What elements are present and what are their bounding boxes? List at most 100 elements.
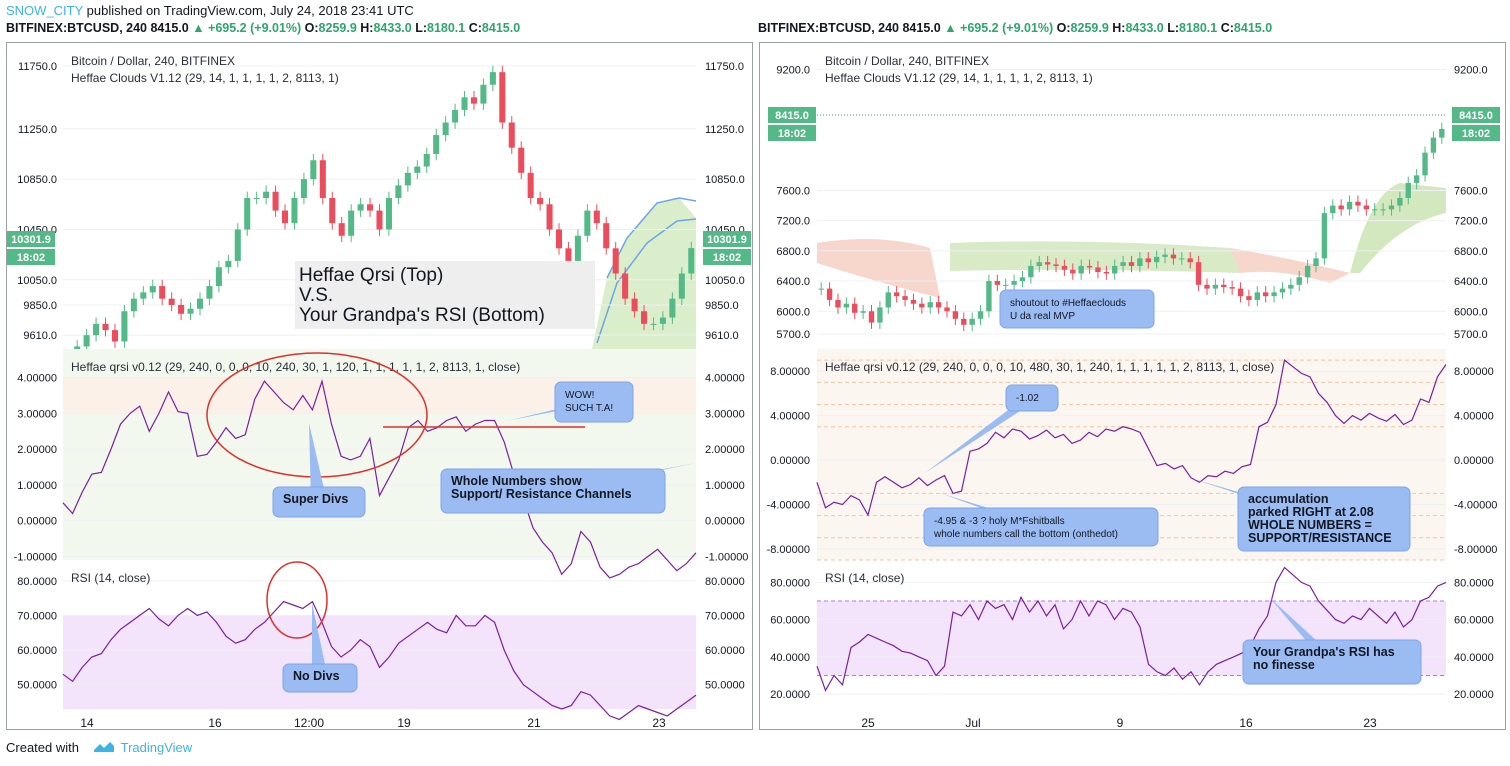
last-price-tag-left: 10301.9: [11, 234, 51, 246]
candle-body: [1405, 182, 1411, 198]
grandpa-rsi-callout: [1242, 639, 1422, 685]
heffae-cloud-green: [950, 241, 1240, 273]
y-tick-label: 6000.0: [1454, 306, 1488, 318]
countdown-tag-right: 18:02: [1462, 128, 1490, 140]
candle-body: [149, 286, 156, 293]
last-price-tag-left-bg: [7, 231, 55, 247]
minus-one-callout-pointer: [925, 398, 1040, 473]
y-tick-label: 11250.0: [18, 124, 57, 136]
last-price: 8415.0: [902, 21, 941, 35]
candle-body: [215, 267, 222, 287]
candle-body: [622, 273, 629, 299]
pane-title: RSI (14, close): [825, 571, 904, 585]
shoutout-callout: [999, 289, 1155, 329]
annotation-text: Your Grandpa's RSI (Bottom): [299, 305, 545, 326]
y-tick-label: 7600.0: [1454, 185, 1488, 197]
candle-body: [650, 323, 657, 325]
candle-body: [196, 298, 204, 309]
x-tick-label: 23: [652, 716, 666, 729]
y-tick-label: 60.0000: [705, 645, 745, 657]
candle-body: [1279, 288, 1286, 293]
candle-body: [927, 302, 933, 308]
candle-body: [1237, 288, 1244, 297]
candle-body: [1153, 256, 1160, 263]
super-divs-callout-text: Super Divs: [283, 492, 348, 506]
candle-body: [977, 311, 984, 319]
no-divs-circle: [266, 561, 328, 639]
indicator-line: [62, 378, 697, 579]
candle-body: [1120, 262, 1126, 266]
accumulation-callout-text: WHOLE NUMBERS =: [1248, 518, 1372, 532]
candle-body: [818, 288, 824, 290]
left-chart[interactable]: 11750.0 11750.0 11250.0 11250.0 10850.0 10850…: [6, 42, 753, 730]
candle-body: [641, 311, 648, 324]
candle-body: [678, 273, 685, 299]
candle-body: [121, 311, 128, 342]
candle-body: [1439, 128, 1445, 138]
high-value: 8433.0: [1125, 21, 1164, 35]
tradingview-link[interactable]: TradingView: [120, 740, 193, 755]
countdown-tag-left-bg: [7, 249, 55, 265]
candle-body: [1388, 205, 1395, 210]
x-tick-label: 14: [80, 716, 94, 729]
candle-body: [1313, 258, 1319, 266]
candle-body: [1011, 281, 1017, 285]
last-price-tag-right-bg: [1452, 107, 1500, 123]
wow-callout-text: SUCH T.A!: [565, 403, 613, 414]
right-chart-svg[interactable]: 9200.0 9200.0 7600.0 7600.0 7200.0 7200.0 6800…: [760, 43, 1505, 729]
candle-body: [1288, 284, 1294, 289]
bottom-callout-text: whole numbers call the bottom (onthedot): [933, 529, 1118, 540]
candle-body: [574, 235, 581, 261]
tradingview-logo-icon[interactable]: [93, 740, 115, 757]
y-tick-label: -8.00000: [1454, 544, 1497, 556]
open-label: O:: [1056, 21, 1071, 35]
candle-body: [835, 299, 841, 308]
y-tick-label: -1.00000: [14, 551, 57, 563]
x-tick-label: 21: [527, 716, 541, 729]
super-divs-callout: [272, 486, 366, 518]
countdown-tag-right: 18:02: [713, 252, 741, 264]
high-value: 8433.0: [373, 21, 412, 35]
left-chart-svg[interactable]: 11750.0 11750.0 11250.0 11250.0 10850.0 10850…: [7, 43, 752, 729]
y-tick-label: 80.0000: [705, 576, 745, 588]
candle-body: [1296, 277, 1302, 285]
candle-body: [102, 323, 109, 331]
candle-body: [423, 153, 430, 167]
y-tick-label: 9850.0: [23, 300, 57, 312]
candle-body: [612, 248, 619, 274]
minus-one-callout: [1005, 384, 1059, 412]
candle-body: [1187, 258, 1193, 263]
open-label: O:: [304, 21, 319, 35]
open-value: 8259.9: [318, 21, 357, 35]
shoutout-callout-text: U da real MVP: [1010, 311, 1075, 322]
candle-body: [902, 296, 908, 300]
y-tick-label: 4.00000: [705, 373, 745, 385]
right-chart[interactable]: 9200.0 9200.0 7600.0 7600.0 7200.0 7200.0 6800…: [759, 42, 1506, 730]
candle-body: [593, 210, 600, 224]
y-tick-label: 70.0000: [705, 610, 745, 622]
candle-body: [319, 160, 326, 198]
y-tick-label: 4.00000: [1454, 411, 1494, 423]
candle-body: [291, 198, 298, 224]
candle-body: [470, 97, 478, 104]
last-price-tag-right: 8415.0: [1459, 110, 1493, 122]
last-price-tag-left: 8415.0: [775, 110, 809, 122]
countdown-tag-left: 18:02: [778, 128, 806, 140]
pane-title: Bitcoin / Dollar, 240, BITFINEX: [71, 54, 235, 68]
x-tick-label: 19: [397, 716, 411, 729]
no-divs-callout: [282, 663, 358, 693]
y-tick-label: 9850.0: [705, 300, 739, 312]
x-tick-label: 12:00: [294, 716, 324, 729]
price-change: ▲ +695.2 (+9.01%): [192, 21, 302, 35]
y-tick-label: 11250.0: [705, 124, 744, 136]
candle-body: [253, 198, 260, 199]
annotation-box: [295, 261, 595, 329]
author-link[interactable]: SNOW_CITY: [6, 3, 84, 18]
x-tick-label: 9: [1117, 716, 1124, 729]
candle-body: [1422, 152, 1428, 176]
pane-title: RSI (14, close): [71, 571, 150, 585]
symbol-line-left: BITFINEX:BTCUSD, 240 8415.0 ▲ +695.2 (+9…: [6, 21, 520, 35]
candle-body: [944, 307, 950, 312]
x-tick-label: 25: [861, 716, 875, 729]
candle-body: [659, 317, 666, 324]
